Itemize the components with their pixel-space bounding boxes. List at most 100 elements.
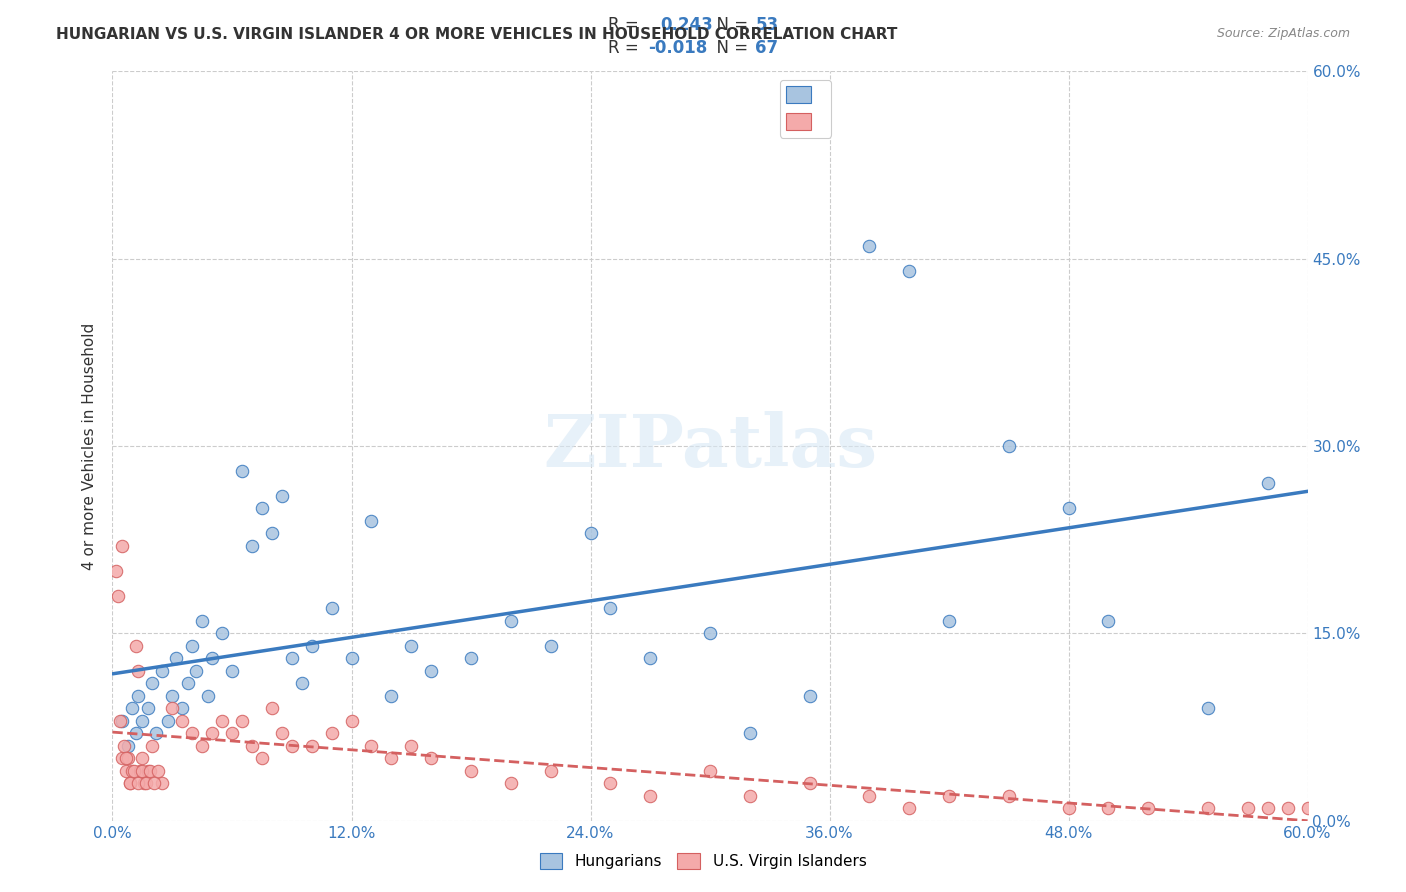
Point — [1257, 801, 1279, 815]
Point — [186, 664, 208, 678]
Point — [105, 564, 128, 578]
Point — [111, 714, 134, 728]
Point — [250, 501, 273, 516]
Point — [321, 601, 343, 615]
Point — [799, 776, 821, 790]
Point — [291, 676, 314, 690]
Text: -0.018: -0.018 — [648, 38, 707, 56]
Point — [162, 689, 183, 703]
Point — [141, 739, 163, 753]
Text: 67: 67 — [755, 38, 779, 56]
Point — [111, 751, 134, 765]
Point — [540, 639, 562, 653]
Text: R =: R = — [609, 38, 644, 56]
Point — [380, 751, 402, 765]
Point — [1097, 614, 1119, 628]
Point — [201, 651, 224, 665]
Text: N =: N = — [706, 16, 754, 34]
Point — [1057, 801, 1080, 815]
Point — [125, 639, 148, 653]
Point — [738, 789, 761, 803]
Point — [115, 751, 138, 765]
Point — [172, 714, 194, 728]
Text: ZIPatlas: ZIPatlas — [543, 410, 877, 482]
Point — [120, 776, 142, 790]
Point — [131, 751, 153, 765]
Point — [699, 764, 721, 778]
Point — [197, 689, 219, 703]
Point — [250, 751, 273, 765]
Point — [1237, 801, 1260, 815]
Point — [131, 714, 153, 728]
Text: 53: 53 — [755, 16, 779, 34]
Point — [938, 789, 960, 803]
Point — [499, 614, 522, 628]
Point — [540, 764, 562, 778]
Point — [117, 751, 139, 765]
Point — [165, 651, 187, 665]
Point — [107, 589, 129, 603]
Point — [420, 751, 443, 765]
Point — [599, 776, 621, 790]
Point — [127, 776, 149, 790]
Point — [1296, 801, 1319, 815]
Point — [143, 776, 166, 790]
Point — [998, 789, 1021, 803]
Point — [460, 651, 482, 665]
Point — [799, 689, 821, 703]
Point — [157, 714, 180, 728]
Point — [145, 726, 167, 740]
Point — [211, 714, 233, 728]
Point — [117, 739, 139, 753]
Point — [281, 739, 304, 753]
Point — [191, 739, 214, 753]
Point — [181, 639, 204, 653]
Point — [1197, 801, 1219, 815]
Point — [127, 689, 149, 703]
Point — [124, 764, 146, 778]
Point — [139, 764, 162, 778]
Point — [111, 539, 134, 553]
Point — [121, 701, 143, 715]
Point — [340, 651, 363, 665]
Point — [401, 639, 423, 653]
Point — [360, 514, 382, 528]
Point — [270, 489, 292, 503]
Point — [150, 776, 173, 790]
Point — [135, 776, 157, 790]
Point — [110, 714, 132, 728]
Point — [1277, 801, 1299, 815]
Point — [1137, 801, 1160, 815]
Point — [231, 714, 253, 728]
Point — [858, 239, 880, 253]
Point — [321, 726, 343, 740]
Point — [120, 776, 142, 790]
Point — [138, 701, 160, 715]
Point — [150, 664, 173, 678]
Point — [240, 539, 263, 553]
Point — [260, 526, 283, 541]
Point — [260, 701, 283, 715]
Point — [270, 726, 292, 740]
Text: N =: N = — [706, 38, 754, 56]
Text: HUNGARIAN VS U.S. VIRGIN ISLANDER 4 OR MORE VEHICLES IN HOUSEHOLD CORRELATION CH: HUNGARIAN VS U.S. VIRGIN ISLANDER 4 OR M… — [56, 27, 897, 42]
Point — [699, 626, 721, 640]
Point — [129, 764, 152, 778]
Text: 0.243: 0.243 — [659, 16, 713, 34]
Point — [460, 764, 482, 778]
Point — [125, 726, 148, 740]
Point — [231, 464, 253, 478]
Point — [172, 701, 194, 715]
Point — [420, 664, 443, 678]
Point — [499, 776, 522, 790]
Point — [162, 701, 183, 715]
Point — [138, 764, 160, 778]
Legend: Hungarians, U.S. Virgin Islanders: Hungarians, U.S. Virgin Islanders — [533, 847, 873, 875]
Point — [898, 264, 921, 278]
Point — [301, 739, 323, 753]
Point — [115, 764, 138, 778]
Point — [898, 801, 921, 815]
Point — [281, 651, 304, 665]
Point — [858, 789, 880, 803]
Point — [998, 439, 1021, 453]
